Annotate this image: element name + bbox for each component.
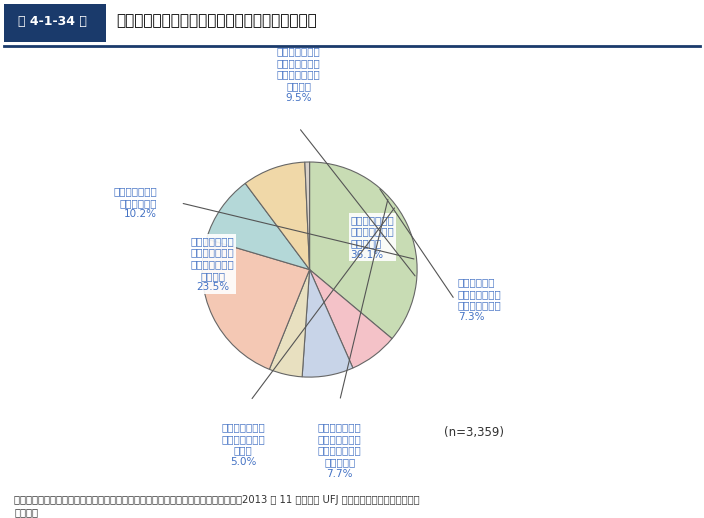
Wedge shape — [270, 269, 310, 377]
Wedge shape — [202, 239, 310, 369]
Text: 専門家同士をつ
なぐハブ機能
10.2%: 専門家同士をつ なぐハブ機能 10.2% — [113, 186, 157, 220]
Wedge shape — [245, 162, 310, 269]
Text: 共同支援プロ
ジェクトのコー
ディネート機能
7.3%: 共同支援プロ ジェクトのコー ディネート機能 7.3% — [458, 277, 502, 322]
Text: 中小企業施策の
改善要望を吸い
上げ、国につな
げる機能
9.5%: 中小企業施策の 改善要望を吸い 上げ、国につな げる機能 9.5% — [277, 47, 321, 103]
Wedge shape — [302, 269, 353, 377]
Text: 先進的な支援事
例やノウハウを
紹介するショー
ケース機能
7.7%: 先進的な支援事 例やノウハウを 紹介するショー ケース機能 7.7% — [318, 422, 362, 479]
Wedge shape — [305, 162, 310, 269]
Text: (n=3,359): (n=3,359) — [444, 425, 504, 439]
Wedge shape — [206, 183, 310, 269]
Text: （株））: （株）） — [14, 507, 38, 517]
Text: 資料：中小企業庁委託「中小企業支援機関の連携状況と施策認知度に関する調査」（2013 年 11 月、三菱 UFJ リサーチ＆コンサルティング: 資料：中小企業庁委託「中小企業支援機関の連携状況と施策認知度に関する調査」（20… — [14, 495, 420, 505]
Wedge shape — [310, 162, 417, 339]
Text: 中小企業支援機関がよろず支援拠点に求める機能: 中小企業支援機関がよろず支援拠点に求める機能 — [116, 13, 317, 28]
Text: 第 4-1-34 図: 第 4-1-34 図 — [18, 15, 87, 27]
Wedge shape — [310, 269, 392, 368]
Text: 支援機関との接
点がない企業に
対する一次相談
窓口機能
23.5%: 支援機関との接 点がない企業に 対する一次相談 窓口機能 23.5% — [191, 236, 234, 292]
Text: 高度かつ総合的
な経営相談に対
応する機能
36.1%: 高度かつ総合的 な経営相談に対 応する機能 36.1% — [351, 215, 394, 260]
Text: 先進的な業務を
行える人材の育
成機能
5.0%: 先進的な業務を 行える人材の育 成機能 5.0% — [221, 422, 265, 467]
FancyBboxPatch shape — [4, 5, 106, 42]
